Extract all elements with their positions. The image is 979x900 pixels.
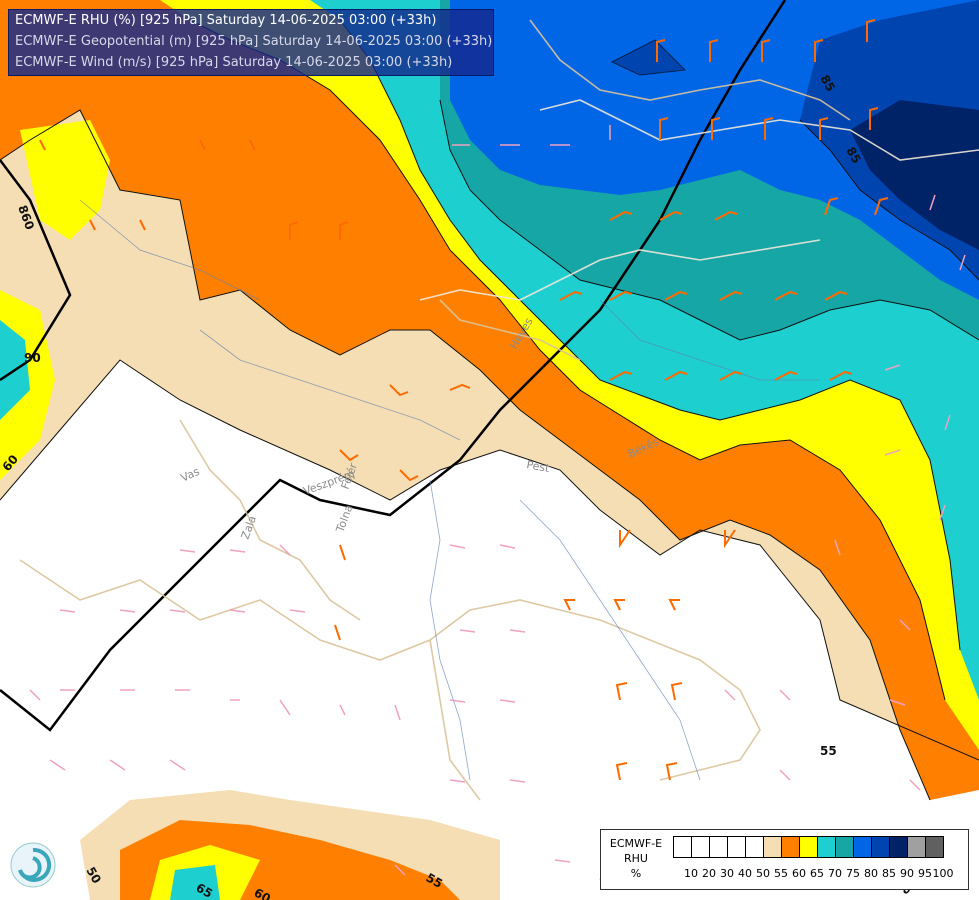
contour-label: 90 bbox=[24, 351, 41, 365]
rhu-legend: ECMWF-E RHU % 10 20 30 40 50 55 60 65 70 75 80 85 90… bbox=[600, 829, 969, 890]
rhu-band-90 bbox=[850, 100, 979, 250]
contour-label: 65 bbox=[194, 880, 215, 900]
legend-swatch bbox=[673, 836, 692, 858]
legend-swatch bbox=[817, 836, 836, 858]
borders-white bbox=[419, 99, 979, 301]
legend-swatch bbox=[727, 836, 746, 858]
rivers bbox=[79, 199, 820, 781]
legend-tick: 100 bbox=[932, 867, 954, 880]
legend-tick: 90 bbox=[900, 867, 914, 880]
rhu-band-65-nw bbox=[20, 120, 110, 240]
legend-swatch bbox=[691, 836, 710, 858]
legend-tick: 95 bbox=[918, 867, 932, 880]
legend-tick: 10 bbox=[684, 867, 698, 880]
legend-swatch bbox=[781, 836, 800, 858]
legend-tick: 20 bbox=[702, 867, 716, 880]
header-geopotential: ECMWF-E Geopotential (m) [925 hPa] Satur… bbox=[15, 34, 493, 49]
legend-title: ECMWF-E RHU % bbox=[605, 836, 667, 881]
rhu-band-70-sw bbox=[170, 865, 220, 900]
header-wind: ECMWF-E Wind (m/s) [925 hPa] Saturday 14… bbox=[15, 55, 453, 70]
rhu-contour-lines bbox=[0, 19, 979, 801]
legend-swatch bbox=[871, 836, 890, 858]
legend-swatch bbox=[709, 836, 728, 858]
legend-tick: 60 bbox=[792, 867, 806, 880]
legend-tick: 30 bbox=[720, 867, 734, 880]
rhu-band-85-diamond bbox=[610, 39, 687, 76]
legend-swatch bbox=[925, 836, 944, 858]
legend-swatch bbox=[763, 836, 782, 858]
legend-swatch bbox=[907, 836, 926, 858]
legend-tick: 85 bbox=[882, 867, 896, 880]
wind-barbs bbox=[29, 19, 966, 881]
header-rhu: ECMWF-E RHU (%) [925 hPa] Saturday 14-06… bbox=[15, 13, 437, 28]
legend-swatch bbox=[853, 836, 872, 858]
legend-tick: 70 bbox=[828, 867, 842, 880]
legend-tick: 80 bbox=[864, 867, 878, 880]
map-header: ECMWF-E RHU (%) [925 hPa] Saturday 14-06… bbox=[8, 9, 494, 76]
legend-tick: 50 bbox=[756, 867, 770, 880]
legend-variable: RHU bbox=[624, 852, 648, 865]
legend-tick: 55 bbox=[774, 867, 788, 880]
legend-swatch bbox=[889, 836, 908, 858]
logo bbox=[10, 842, 56, 888]
legend-unit: % bbox=[630, 867, 642, 880]
legend-swatch bbox=[745, 836, 764, 858]
borders-rivers bbox=[19, 19, 851, 801]
legend-tick: 40 bbox=[738, 867, 752, 880]
legend-tick: 65 bbox=[810, 867, 824, 880]
contour-label: 55 bbox=[820, 744, 837, 758]
legend-tick: 75 bbox=[846, 867, 860, 880]
region-label: Pest bbox=[525, 458, 551, 475]
legend-swatch bbox=[835, 836, 854, 858]
legend-swatch bbox=[799, 836, 818, 858]
legend-model: ECMWF-E bbox=[609, 837, 663, 850]
geopotential-contours bbox=[0, 0, 787, 732]
